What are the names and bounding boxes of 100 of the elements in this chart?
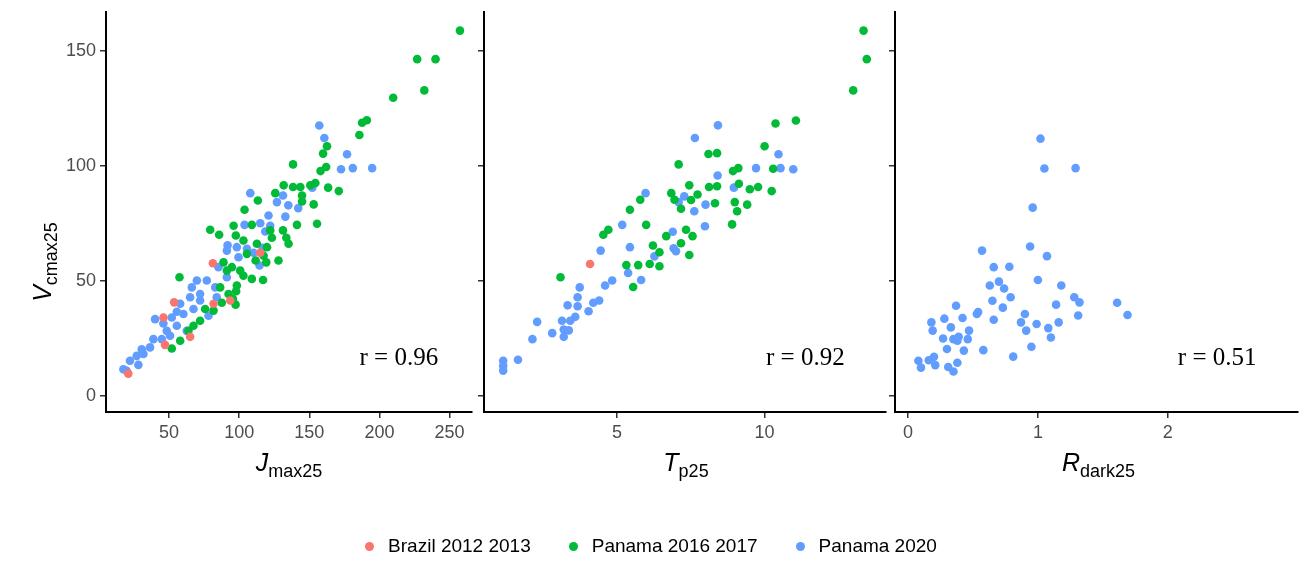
point <box>1075 298 1084 307</box>
point <box>949 367 958 376</box>
point <box>617 220 627 230</box>
point <box>951 301 961 311</box>
point <box>167 313 177 322</box>
point <box>979 345 988 355</box>
y-tick-label: 50 <box>75 269 96 290</box>
point <box>185 292 195 302</box>
point <box>556 272 565 282</box>
point <box>532 317 542 327</box>
y-tick-label: 0 <box>85 384 96 405</box>
x-axis-title: R$_{dark25}$ <box>1061 448 1136 481</box>
point <box>607 276 617 285</box>
point <box>160 340 170 350</box>
x-tick-label: 200 <box>364 421 395 442</box>
x-tick-label: 0 <box>902 421 913 442</box>
point <box>1020 309 1030 319</box>
point <box>771 119 780 128</box>
point <box>1051 300 1061 309</box>
point <box>1056 281 1066 290</box>
point <box>641 188 650 198</box>
legend-label: Panama 2016 2017 <box>591 535 758 557</box>
point <box>988 296 997 306</box>
point <box>1005 262 1014 272</box>
point <box>314 121 324 130</box>
point <box>559 332 569 342</box>
point <box>622 260 631 270</box>
point <box>125 356 135 366</box>
point <box>998 303 1008 312</box>
annotation: r = 0.92 <box>766 342 845 370</box>
point <box>1025 242 1035 251</box>
point <box>859 26 868 35</box>
point <box>751 163 761 173</box>
point <box>1040 164 1049 173</box>
point <box>753 182 763 192</box>
point <box>994 277 1004 286</box>
point <box>633 260 643 270</box>
point <box>172 307 182 317</box>
point <box>989 262 999 272</box>
point <box>774 150 783 159</box>
point <box>927 318 936 327</box>
point <box>914 356 923 366</box>
point <box>625 205 635 214</box>
point <box>1008 352 1018 361</box>
point <box>958 313 967 323</box>
point <box>159 313 168 322</box>
point <box>1112 298 1122 308</box>
point <box>686 195 696 205</box>
point <box>959 346 969 355</box>
point <box>684 250 694 260</box>
point <box>573 301 582 311</box>
point <box>924 355 934 365</box>
point <box>791 116 801 125</box>
point <box>1032 319 1041 329</box>
point <box>367 163 377 173</box>
point <box>940 314 949 323</box>
point <box>848 86 858 95</box>
point <box>767 186 776 196</box>
point <box>165 331 175 340</box>
point <box>688 231 697 241</box>
point <box>255 218 265 228</box>
point <box>862 54 872 64</box>
point <box>625 242 635 252</box>
point <box>704 149 713 159</box>
point <box>928 326 937 335</box>
point <box>604 225 613 234</box>
point <box>284 201 293 210</box>
point <box>676 204 686 214</box>
point <box>222 246 232 255</box>
point <box>690 207 699 216</box>
legend-label: Panama 2020 <box>818 535 937 557</box>
point <box>208 258 218 268</box>
point <box>730 197 740 207</box>
point <box>655 247 664 257</box>
point <box>636 275 646 285</box>
point <box>710 198 720 208</box>
x-tick-label: 150 <box>294 421 325 442</box>
point <box>732 207 742 216</box>
point <box>195 289 205 299</box>
point <box>989 315 999 325</box>
point <box>1028 203 1037 212</box>
point <box>628 282 638 292</box>
point <box>712 181 722 191</box>
point <box>999 284 1009 293</box>
point <box>1046 333 1056 342</box>
point <box>938 334 948 343</box>
point <box>742 200 752 209</box>
point <box>734 179 744 189</box>
point <box>1123 310 1132 320</box>
point <box>1073 311 1083 320</box>
point <box>134 360 143 370</box>
point <box>513 355 523 365</box>
point <box>648 241 658 250</box>
point <box>278 191 288 200</box>
point <box>573 292 582 302</box>
annotation: r = 0.96 <box>359 342 439 370</box>
x-axis-title: T$_{p25}$ <box>663 448 709 481</box>
x-tick-label: 10 <box>754 421 775 442</box>
point <box>594 296 604 305</box>
point <box>528 334 537 344</box>
